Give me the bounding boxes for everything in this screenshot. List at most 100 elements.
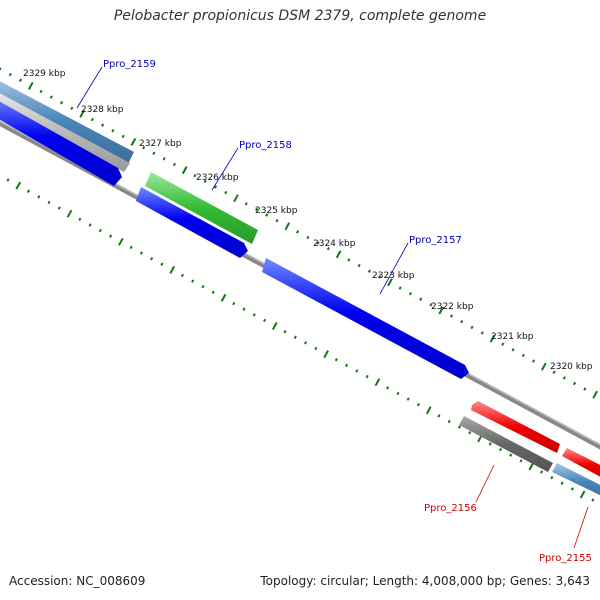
minor-tick <box>193 174 197 178</box>
gene-ppro-2159-bar[interactable] <box>0 76 134 164</box>
minor-tick <box>142 145 146 150</box>
minor-tick <box>244 202 248 206</box>
minor-tick <box>111 129 115 133</box>
minor-tick <box>109 234 113 238</box>
minor-tick <box>26 189 31 193</box>
minor-tick <box>0 67 2 71</box>
minor-tick <box>88 223 92 227</box>
minor-tick <box>265 213 269 217</box>
minor-tick <box>98 228 102 233</box>
major-tick <box>579 490 586 499</box>
label-leaders <box>76 66 589 549</box>
major-tick <box>272 322 278 330</box>
minor-tick <box>139 251 143 255</box>
gene-ppro-2157-bar[interactable] <box>262 258 469 379</box>
kbp-label: 2321 kbp <box>491 332 534 342</box>
minor-tick <box>49 95 53 99</box>
minor-tick <box>334 358 338 362</box>
major-tick <box>374 378 381 387</box>
topology-text: Topology: circular; Length: 4,008,000 bp… <box>260 574 590 588</box>
gene-label-ppro-2156[interactable]: Ppro_2156 <box>424 503 477 514</box>
minor-tick <box>560 481 564 485</box>
minor-tick <box>396 391 400 396</box>
minor-tick <box>480 331 484 335</box>
minor-tick <box>347 258 351 262</box>
minor-tick <box>160 262 164 266</box>
major-tick <box>79 109 85 118</box>
minor-tick <box>437 414 441 418</box>
kbp-label: 2328 kbp <box>81 105 124 115</box>
minor-tick <box>562 376 566 380</box>
minor-tick <box>191 279 195 283</box>
major-tick <box>66 209 73 218</box>
minor-tick <box>201 285 205 289</box>
minor-tick <box>449 314 454 318</box>
minor-tick <box>304 341 308 345</box>
major-tick <box>181 166 188 175</box>
major-tick <box>335 250 342 259</box>
minor-tick <box>540 470 544 474</box>
tick-row-outer <box>0 67 598 399</box>
minor-tick <box>519 459 523 463</box>
major-tick <box>130 138 137 146</box>
minor-tick <box>203 179 207 184</box>
minor-tick <box>150 256 154 261</box>
minor-tick <box>224 190 228 195</box>
gene-label-ppro-2155[interactable]: Ppro_2155 <box>539 553 592 564</box>
minor-tick <box>18 78 23 82</box>
gene-silver-bar <box>0 93 130 172</box>
major-tick <box>489 334 496 343</box>
minor-tick <box>213 185 218 189</box>
gene-label-ppro-2158[interactable]: Ppro_2158 <box>239 140 292 151</box>
minor-tick <box>419 297 423 301</box>
minor-tick <box>591 498 595 502</box>
minor-tick <box>367 269 371 273</box>
major-tick <box>528 462 535 471</box>
minor-tick <box>57 206 61 210</box>
minor-tick <box>573 381 577 386</box>
minor-tick <box>447 419 451 424</box>
minor-tick <box>242 307 246 311</box>
minor-tick <box>570 487 574 491</box>
gene-ppro-2158-bar[interactable] <box>145 172 258 244</box>
minor-tick <box>552 370 556 374</box>
gene-ppro-2155-bar[interactable] <box>562 448 600 482</box>
minor-tick <box>172 162 176 167</box>
accession-text: Accession: NC_008609 <box>9 574 146 588</box>
gene-steel-bar <box>552 463 600 496</box>
gene-ppro-2156-bar[interactable] <box>459 416 553 472</box>
genome-title: Pelobacter propionicus DSM 2379, complet… <box>113 8 487 24</box>
minor-tick <box>162 157 166 161</box>
minor-tick <box>39 89 43 94</box>
gene-labels: Ppro_2159 Ppro_2158 Ppro_2157 Ppro_2156 … <box>103 59 592 564</box>
minor-tick <box>499 447 503 452</box>
minor-tick <box>583 387 587 391</box>
kbp-label: 2324 kbp <box>313 239 356 249</box>
minor-tick <box>60 101 64 105</box>
minor-tick <box>429 303 433 307</box>
minor-tick <box>501 342 505 346</box>
gene-label-ppro-2159[interactable]: Ppro_2159 <box>103 59 156 70</box>
major-tick <box>387 278 393 287</box>
minor-tick <box>263 318 267 323</box>
minor-tick <box>416 402 420 407</box>
minor-tick <box>357 263 361 268</box>
gene-blue-bar-1[interactable] <box>0 96 122 186</box>
minor-tick <box>457 425 462 429</box>
gene-blue-bar-2[interactable] <box>136 187 248 258</box>
minor-tick <box>70 106 74 110</box>
gene-red-bar-1[interactable] <box>471 401 560 453</box>
minor-tick <box>121 134 125 139</box>
kbp-label: 2322 kbp <box>431 302 474 312</box>
minor-tick <box>293 335 297 339</box>
minor-tick <box>314 346 318 351</box>
minor-tick <box>6 178 10 182</box>
minor-tick <box>511 348 515 352</box>
gene-label-ppro-2157[interactable]: Ppro_2157 <box>409 235 462 246</box>
minor-tick <box>326 247 330 251</box>
tick-row-inner <box>6 178 595 502</box>
minor-tick <box>90 117 94 122</box>
minor-tick <box>365 374 369 379</box>
minor-tick <box>398 286 402 290</box>
